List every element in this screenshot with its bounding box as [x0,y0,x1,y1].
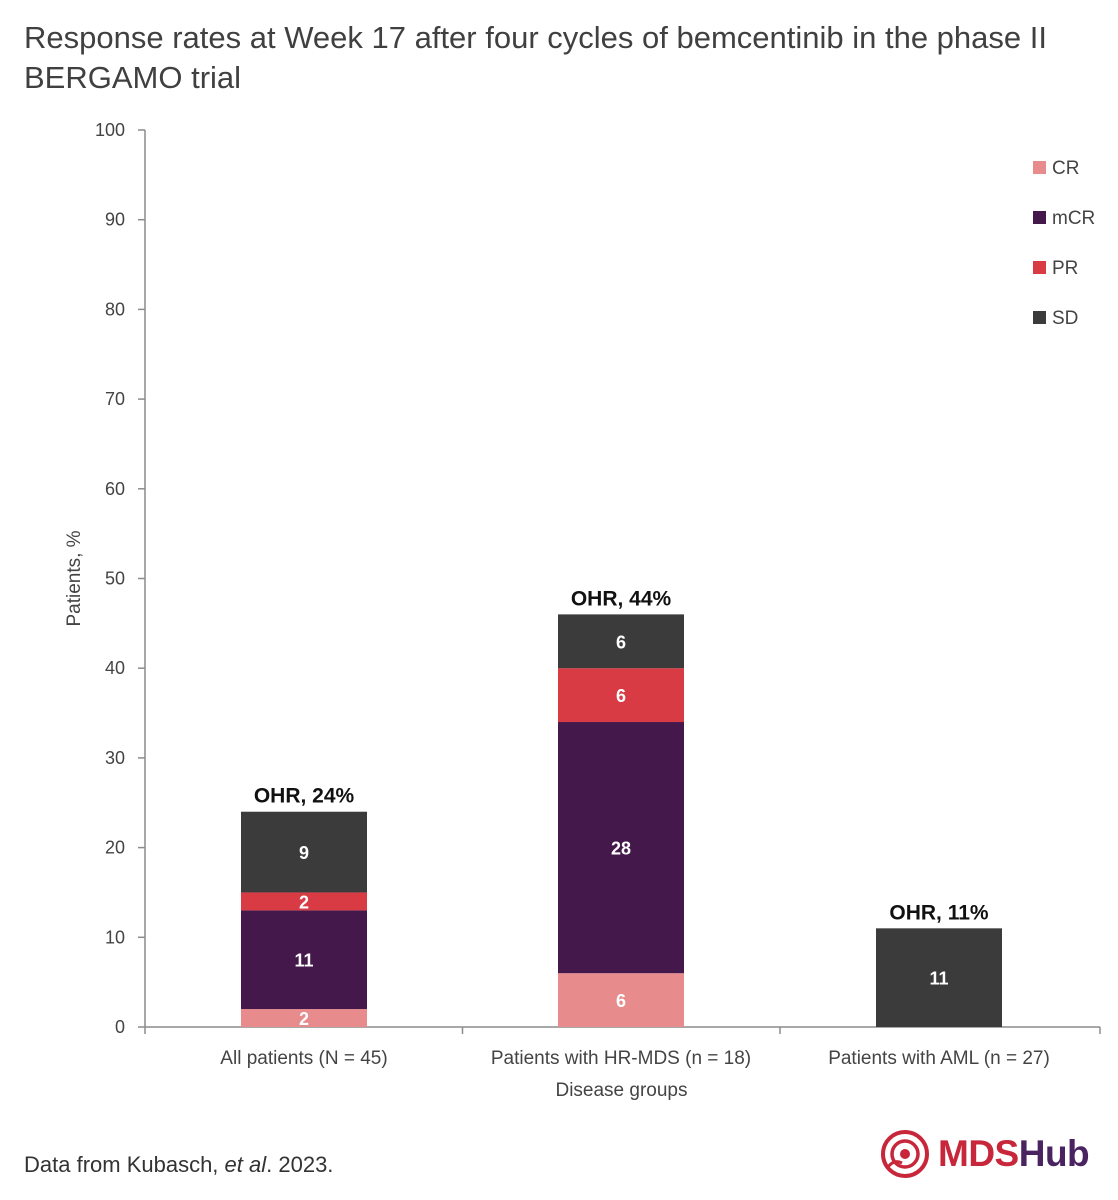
total-label: OHR, 11% [889,901,989,924]
data-label: 9 [299,843,309,863]
total-label: OHR, 24% [254,785,355,808]
bar-segment-sd [241,811,367,893]
legend-label: mCR [1052,208,1095,229]
legend-label: CR [1052,158,1079,179]
bar-segment-sd [558,614,684,669]
y-tick-label: 70 [105,389,125,409]
bar-segment-mcr [241,910,367,1010]
mdshub-logo: MDSHub [880,1128,1090,1180]
legend-swatch-sd [1033,311,1046,324]
x-tick-label: Patients with AML (n = 27) [828,1048,1050,1069]
x-axis-title: Disease groups [555,1080,687,1101]
y-tick-label: 50 [105,569,125,589]
total-label: OHR, 44% [571,587,672,610]
y-axis-title: Patients, % [64,530,85,626]
logo-text-part1: MDS [938,1133,1019,1174]
y-tick-label: 20 [105,838,125,858]
bar-segment-pr [558,668,684,723]
footnote-prefix: Data from Kubasch, [24,1152,225,1177]
footnote-suffix: . 2023. [266,1152,334,1177]
legend-swatch-cr [1033,161,1046,174]
data-label: 2 [299,1009,309,1029]
y-tick-label: 90 [105,210,125,230]
data-label: 28 [611,839,631,859]
data-label: 11 [294,951,313,971]
bar-segment-cr [558,973,684,1027]
y-tick-label: 0 [115,1017,125,1037]
data-label: 2 [299,892,309,912]
x-tick-label: All patients (N = 45) [220,1048,387,1069]
data-label: 6 [616,991,626,1011]
y-tick-label: 10 [105,927,125,947]
bar-labels: 2 11 2 9 OHR, 24% 6 28 6 6 OHR, 44% 11 OHR, 11% [254,587,989,1029]
bar-segment-mcr [558,722,684,974]
data-label: 6 [616,632,626,652]
legend-label: SD [1052,308,1078,329]
x-tick-label: Patients with HR-MDS (n = 18) [491,1048,751,1069]
y-tick-label: 80 [105,299,125,319]
footnote-italic: et al [224,1152,267,1177]
axes: 0 10 20 30 40 50 60 70 80 90 100 Patients, % All pat… [64,120,1101,1101]
y-tick-label: 40 [105,658,125,678]
legend-label: PR [1052,258,1078,279]
data-label: 11 [929,969,948,989]
bars [241,614,1002,1027]
page-title: Response rates at Week 17 after four cyc… [24,20,1047,95]
data-label: 6 [616,686,626,706]
bar-segment-cr [241,1009,367,1027]
legend-swatch-pr [1033,261,1046,274]
footnote: Data from Kubasch, et al. 2023. [24,1152,333,1178]
logo-text-part2: Hub [1018,1133,1090,1174]
y-tick-label: 60 [105,479,125,499]
mdshub-logo-icon [881,1130,929,1178]
mdshub-logo-text: MDSHub [938,1133,1090,1175]
y-tick-label: 30 [105,748,125,768]
legend-swatch-mcr [1033,211,1046,224]
y-tick-label: 100 [95,120,125,140]
bar-segment-pr [241,892,367,911]
bar-segment-sd [876,928,1002,1027]
legend: CR mCR PR SD [1033,158,1095,329]
